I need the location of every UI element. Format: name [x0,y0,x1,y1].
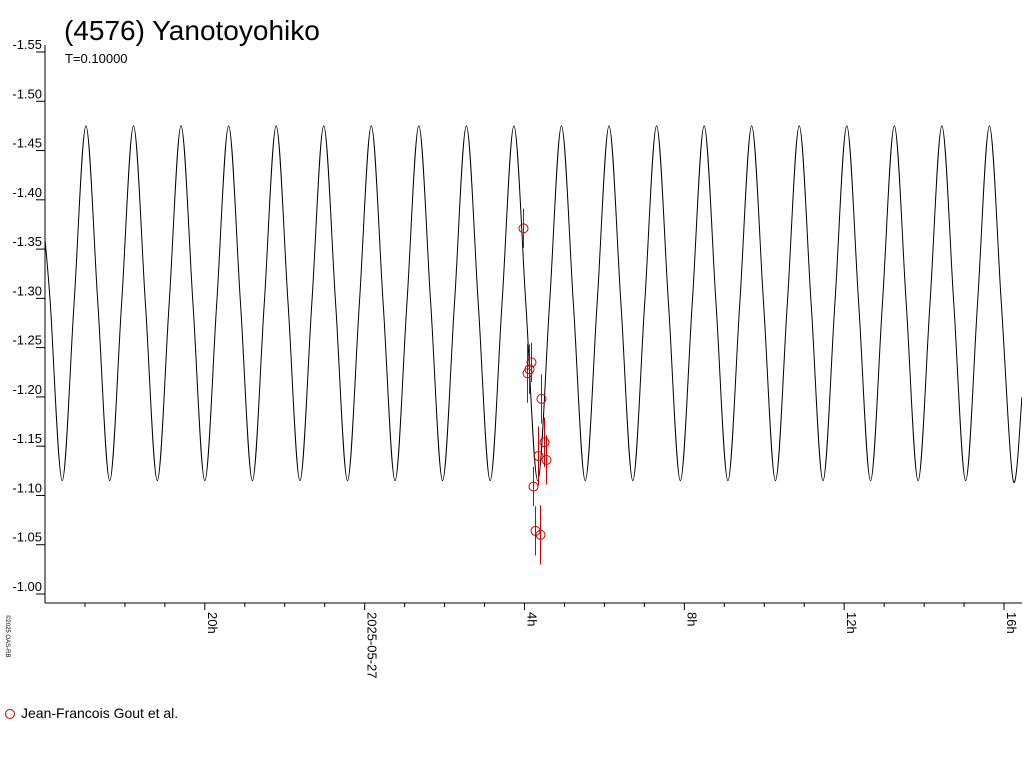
x-tick-label: 2025-05-27 [365,612,380,679]
y-tick-label: -1.00 [12,579,42,594]
x-tick-label: 16h [1004,612,1019,634]
y-tick-label: -1.35 [12,234,42,249]
data-point [518,223,529,234]
y-tick-label: -1.55 [12,37,42,52]
x-tick-label: 20h [205,612,220,634]
y-tick-label: -1.20 [12,382,42,397]
y-tick-label: -1.30 [12,283,42,298]
data-point [526,357,537,368]
data-point [536,393,547,404]
y-tick-label: -1.10 [12,480,42,495]
legend-label: Jean-Francois Gout et al. [21,705,178,721]
data-point [539,437,550,448]
x-tick-label: 8h [684,612,699,626]
data-point [524,364,535,375]
y-tick-label: -1.45 [12,136,42,151]
data-point [541,454,552,465]
y-tick-label: -1.40 [12,185,42,200]
data-point [533,451,544,462]
credit: ©2025 OAS-RB [4,615,11,657]
y-tick-label: -1.05 [12,530,42,545]
x-tick-label: 4h [525,612,540,626]
legend-marker [5,709,15,719]
data-point [535,529,546,540]
model-curve [45,125,1022,484]
y-tick-label: -1.50 [12,86,42,101]
data-point [528,481,539,492]
y-tick-label: -1.15 [12,431,42,446]
chart-subtitle: T=0.10000 [65,51,128,66]
x-tick-label: 12h [844,612,859,634]
chart-title: (4576) Yanotoyohiko [64,15,320,46]
y-tick-label: -1.25 [12,333,42,348]
